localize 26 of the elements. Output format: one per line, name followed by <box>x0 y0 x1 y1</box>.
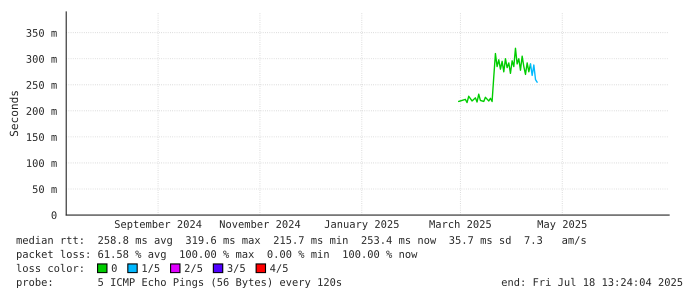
x-tick-label: November 2024 <box>220 220 300 228</box>
legend-label: 2/5 <box>184 264 202 273</box>
x-tick-label: September 2024 <box>114 220 202 230</box>
text: probe: 5 ICMP Echo Pings (56 Bytes) every 120s <box>17 278 342 288</box>
y-tick-label: 50 m <box>32 185 57 194</box>
legend-label: 0 <box>112 264 117 272</box>
y-tick-label: 0 <box>52 211 57 220</box>
line-series <box>458 48 532 104</box>
legend-label: 1/5 <box>142 264 160 273</box>
y-tick-label: 150 m <box>27 133 57 142</box>
text: packet loss: 61.58 % avg 100.00 % max 0.00 % min 100.00 % now <box>17 250 418 260</box>
text: end: Fri Jul 18 13:24:04 2025 <box>502 278 682 286</box>
x-tick-label: May 2025 <box>538 220 586 230</box>
y-tick-label: 350 m <box>26 28 57 37</box>
y-tick-label: 300 m <box>26 55 57 63</box>
legend-title: loss color: <box>16 264 83 272</box>
y-tick-label: 250 m <box>26 81 57 89</box>
text: median rtt: 258.8 ms avg 319.6 ms max 215.7 ms min 253.4 ms now 35.7 ms sd 7.3 am/s <box>16 236 586 246</box>
x-tick-label: March 2025 <box>429 220 491 228</box>
legend-label: 4/5 <box>270 264 288 273</box>
x-tick-label: January 2025 <box>324 220 399 230</box>
y-tick-label: 100 m <box>27 159 57 168</box>
y-axis-title: Seconds <box>10 91 18 136</box>
legend-label: 3/5 <box>228 264 245 273</box>
line-series <box>530 63 538 83</box>
y-tick-label: 200 m <box>26 107 57 115</box>
